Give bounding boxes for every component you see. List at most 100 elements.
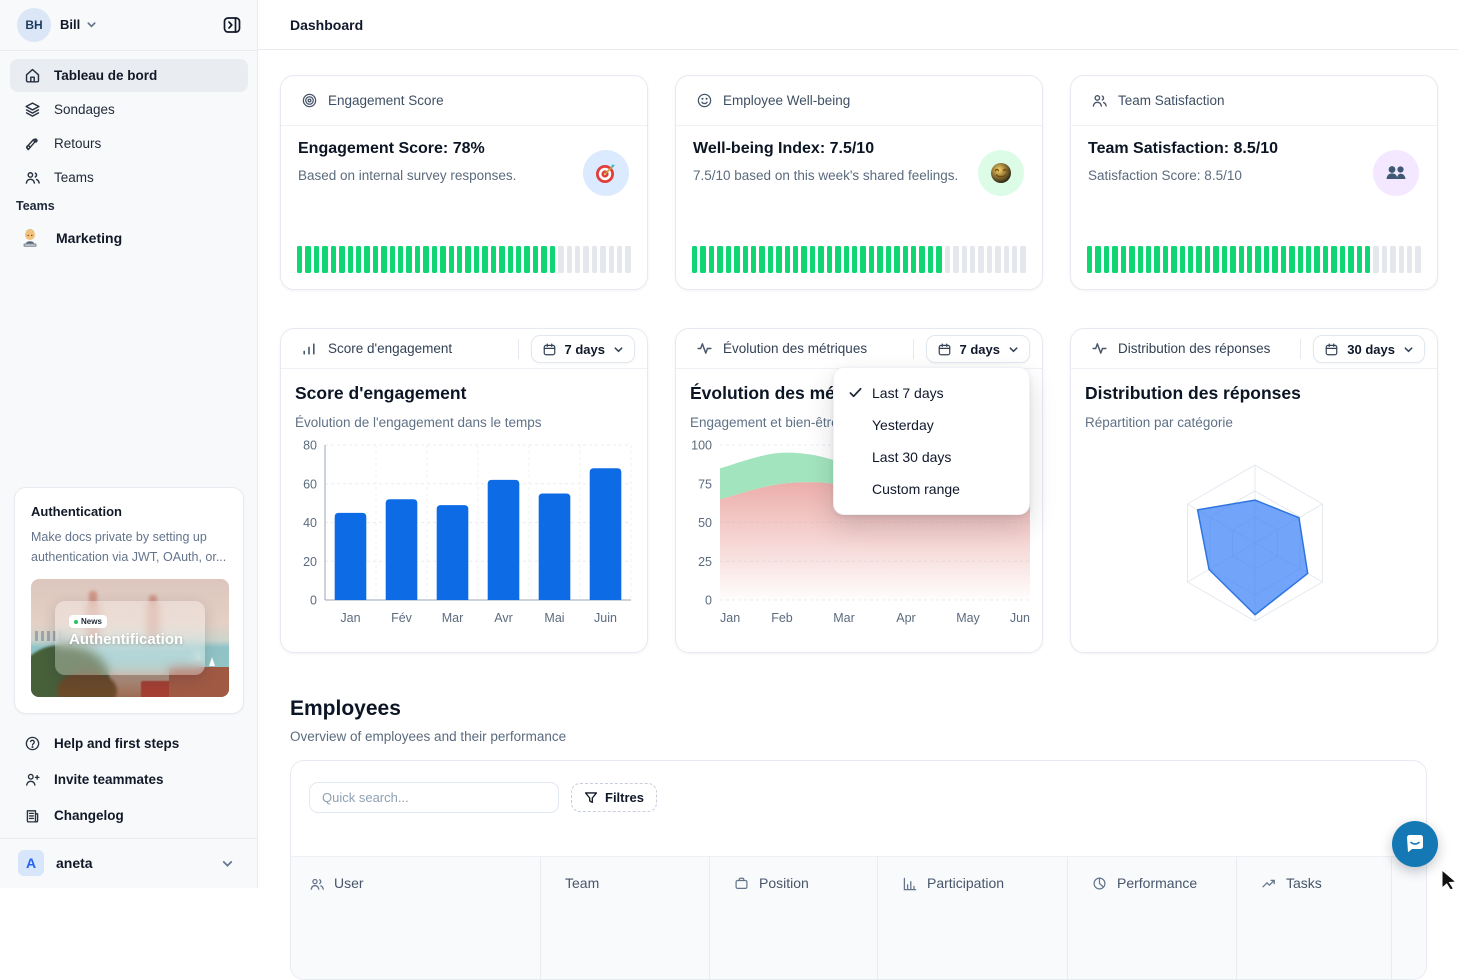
sidebar-item-invite[interactable]: Invite teammates	[10, 764, 248, 794]
sidebar-item-help[interactable]: Help and first steps	[10, 728, 248, 758]
sidebar-team-marketing[interactable]: Marketing	[10, 222, 248, 254]
funnel-icon	[584, 791, 598, 805]
date-range-selector[interactable]: 7 days	[530, 335, 635, 363]
workspace-switcher[interactable]: A aneta	[10, 846, 248, 880]
svg-text:Mai: Mai	[544, 611, 564, 625]
stat-subtitle: Based on internal survey responses.	[298, 168, 517, 183]
svg-text:0: 0	[310, 594, 317, 608]
card-header-label: Employee Well-being	[723, 93, 851, 108]
auth-image-title: Authentification	[69, 631, 184, 648]
stat-value: Team Satisfaction: 8.5/10	[1088, 140, 1278, 157]
sidebar-item-label: Teams	[54, 170, 94, 185]
sidebar-item-dashboard[interactable]: Tableau de bord	[10, 59, 248, 92]
svg-text:Juin: Juin	[594, 611, 617, 625]
avatar[interactable]: BH	[17, 8, 51, 42]
svg-text:Feb: Feb	[771, 611, 793, 625]
svg-text:40: 40	[303, 516, 317, 530]
svg-text:Fév: Fév	[391, 611, 413, 625]
svg-text:Jun: Jun	[1010, 611, 1030, 625]
sidebar-user-row[interactable]: BH Bill	[0, 0, 258, 50]
home-icon	[24, 67, 42, 85]
sidebar-item-surveys[interactable]: Sondages	[10, 93, 248, 126]
column-chart-icon	[902, 876, 918, 892]
column-header-participation[interactable]: Participation	[878, 857, 1068, 979]
card-header-label: Évolution des métriques	[723, 341, 868, 356]
top-bar: Dashboard	[258, 0, 1458, 50]
calendar-icon	[542, 342, 557, 357]
engagement-chart-card: Score d'engagement 7 days Score d'engage…	[280, 328, 648, 653]
bar-chart-icon	[301, 340, 318, 357]
technologist-emoji	[18, 226, 42, 250]
calendar-icon	[1324, 342, 1339, 357]
svg-text:Mar: Mar	[442, 611, 464, 625]
stat-subtitle: Satisfaction Score: 8.5/10	[1088, 168, 1242, 183]
trend-up-icon	[1261, 876, 1277, 892]
chart-subtitle: Répartition par catégorie	[1085, 415, 1233, 430]
menu-item-last-30-days[interactable]: Last 30 days	[872, 449, 952, 465]
svg-text:May: May	[956, 611, 980, 625]
sidebar-item-feedback[interactable]: Retours	[10, 127, 248, 160]
chart-title: Score d'engagement	[295, 383, 467, 403]
date-range-selector[interactable]: 7 days	[925, 335, 1030, 363]
table-header-row: User Team Position Participation Perform…	[291, 856, 1426, 979]
column-header-tasks[interactable]: Tasks	[1237, 857, 1392, 979]
auth-card-title: Authentication	[31, 504, 122, 519]
svg-text:0: 0	[705, 594, 712, 608]
changelog-icon	[24, 806, 42, 824]
column-header-performance[interactable]: Performance	[1068, 857, 1237, 979]
sidebar-item-label: Retours	[54, 136, 102, 151]
busts-emoji	[1373, 150, 1419, 196]
green-dot-icon	[74, 619, 78, 624]
svg-text:Avr: Avr	[494, 611, 513, 625]
progress-bar	[692, 246, 1026, 273]
glass-overlay	[55, 601, 205, 675]
workspace-avatar: A	[18, 850, 44, 876]
menu-item-yesterday[interactable]: Yesterday	[872, 417, 934, 433]
teams-section-label: Teams	[16, 199, 55, 213]
activity-icon	[1091, 340, 1108, 357]
user-name: Bill	[60, 17, 81, 32]
column-header-team[interactable]: Team	[541, 857, 710, 979]
page-title: Dashboard	[290, 17, 364, 33]
chevron-down-icon	[1008, 342, 1019, 357]
svg-text:Apr: Apr	[896, 611, 915, 625]
radar-chart	[1186, 464, 1324, 622]
menu-item-last-7-days[interactable]: Last 7 days	[834, 377, 1029, 409]
activity-icon	[696, 340, 713, 357]
column-header-user[interactable]: User	[291, 857, 541, 979]
svg-text:50: 50	[698, 516, 712, 530]
chat-launcher-button[interactable]	[1392, 821, 1438, 867]
stat-subtitle: 7.5/10 based on this week's shared feeli…	[693, 168, 959, 183]
svg-text:Jan: Jan	[340, 611, 360, 625]
authentication-promo-card[interactable]: Authentication Make docs private by sett…	[14, 487, 244, 714]
svg-text:80: 80	[303, 439, 317, 453]
sidebar-item-changelog[interactable]: Changelog	[10, 800, 248, 830]
chevron-down-icon	[86, 19, 97, 30]
layers-icon	[24, 101, 42, 119]
date-range-selector[interactable]: 30 days	[1313, 335, 1425, 363]
column-header-position[interactable]: Position	[710, 857, 878, 979]
sidebar-item-teams[interactable]: Teams	[10, 161, 248, 194]
smiling-face-emoji	[978, 150, 1024, 196]
news-badge: News	[69, 615, 107, 628]
progress-bar	[297, 246, 631, 273]
sidebar-item-label: Help and first steps	[54, 735, 180, 751]
employees-subtitle: Overview of employees and their performa…	[290, 729, 567, 744]
search-input[interactable]	[309, 782, 559, 813]
svg-text:25: 25	[698, 555, 712, 569]
date-range-menu: Last 7 days Yesterday Last 30 days Custo…	[833, 367, 1030, 515]
svg-text:100: 100	[691, 439, 712, 453]
card-header-label: Score d'engagement	[328, 341, 453, 356]
menu-item-custom-range[interactable]: Custom range	[872, 481, 960, 497]
svg-text:Jan: Jan	[720, 611, 740, 625]
responses-distribution-card: Distribution des réponses 30 days Distri…	[1070, 328, 1438, 653]
auth-card-image[interactable]: News Authentification	[31, 579, 229, 697]
auth-card-body: Make docs private by setting up authenti…	[31, 530, 227, 564]
sidebar-item-label: Changelog	[54, 807, 124, 823]
users-icon	[1091, 92, 1108, 109]
calendar-icon	[937, 342, 952, 357]
collapse-sidebar-button[interactable]	[220, 13, 244, 37]
filters-button[interactable]: Filtres	[571, 783, 658, 812]
team-name: Marketing	[56, 230, 123, 246]
user-plus-icon	[24, 770, 42, 788]
